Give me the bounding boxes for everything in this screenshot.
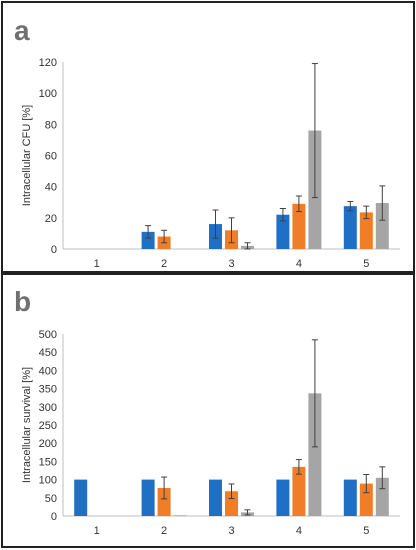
x-tick-label: 1: [94, 258, 100, 270]
bar-series-2: [292, 466, 306, 516]
bar-series-1: [343, 479, 357, 516]
x-tick-label: 3: [228, 525, 234, 537]
y-tick-label: 150: [39, 456, 57, 468]
y-axis-label: Intracellular survival [%]: [21, 367, 33, 483]
y-tick-label: 100: [39, 475, 57, 487]
x-tick-label: 5: [363, 258, 369, 270]
bar-series-1: [74, 479, 88, 516]
y-tick-label: 60: [45, 151, 57, 163]
y-tick-label: 300: [39, 402, 57, 414]
y-tick-label: 20: [45, 213, 57, 225]
y-axis-label: Intracellular CFU [%]: [21, 105, 33, 206]
bar-series-3: [375, 477, 389, 516]
x-tick-label: 1: [94, 525, 100, 537]
bar-series-1: [141, 231, 155, 249]
bar-series-2: [157, 487, 171, 516]
panel-a-frame: [1, 1, 415, 273]
x-tick-label: 2: [161, 258, 167, 270]
y-tick-label: 80: [45, 119, 57, 131]
panel-letter: b: [14, 286, 31, 317]
bar-series-2: [292, 203, 306, 249]
y-tick-label: 350: [39, 384, 57, 396]
bar-series-2: [359, 212, 373, 249]
bar-series-3: [173, 515, 187, 516]
y-tick-label: 200: [39, 438, 57, 450]
bar-series-2: [225, 491, 238, 516]
x-tick-label: 3: [228, 258, 234, 270]
bar-series-1: [209, 479, 222, 516]
x-tick-label: 4: [296, 258, 302, 270]
y-tick-label: 0: [51, 511, 57, 523]
y-tick-label: 450: [39, 347, 57, 359]
bar-series-3: [375, 203, 389, 249]
panel-letter: a: [14, 15, 30, 46]
x-tick-label: 5: [363, 525, 369, 537]
x-tick-label: 2: [161, 525, 167, 537]
panel-b-frame: [1, 273, 415, 548]
x-tick-label: 4: [296, 525, 302, 537]
bar-series-1: [343, 206, 357, 249]
y-tick-label: 50: [45, 493, 57, 505]
bar-series-3: [308, 393, 322, 516]
y-tick-label: 0: [51, 244, 57, 256]
y-tick-label: 500: [39, 329, 57, 341]
y-tick-label: 400: [39, 365, 57, 377]
bar-series-2: [359, 483, 373, 516]
y-tick-label: 100: [39, 88, 57, 100]
bar-series-1: [276, 479, 290, 516]
y-tick-label: 120: [39, 57, 57, 69]
bar-series-1: [276, 214, 290, 249]
y-tick-label: 250: [39, 420, 57, 432]
y-tick-label: 40: [45, 182, 57, 194]
bar-series-1: [141, 479, 155, 516]
